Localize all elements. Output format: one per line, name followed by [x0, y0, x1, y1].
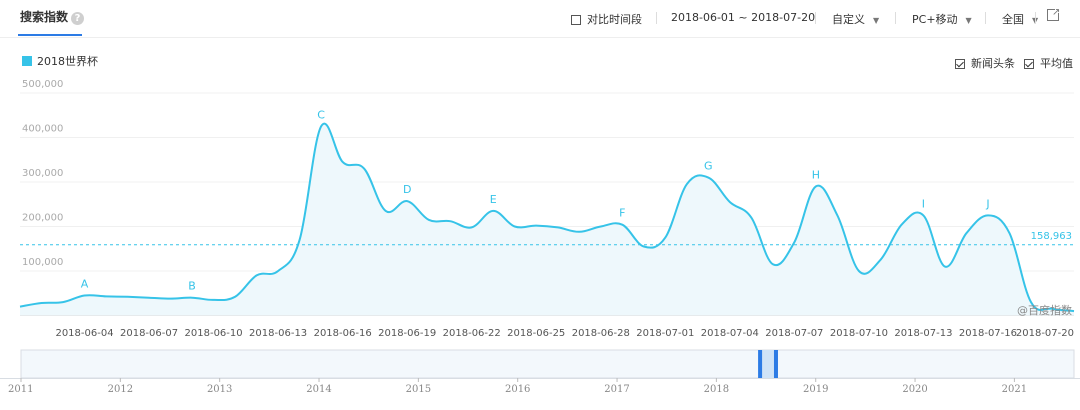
chevron-down-icon: ▼ — [965, 16, 972, 25]
x-tick-label: 2018-06-22 — [443, 328, 501, 339]
annotation-j: J — [985, 197, 989, 210]
x-tick-label: 2018-06-13 — [249, 328, 307, 339]
annotation-g: G — [704, 160, 713, 173]
x-tick-label: 2018-07-04 — [701, 328, 759, 339]
average-label: 平均值 — [1040, 57, 1073, 70]
active-tab-indicator — [18, 34, 82, 36]
series-area — [20, 123, 1074, 316]
series-line — [19, 122, 1075, 313]
navigator-selection — [760, 350, 776, 378]
x-tick-label: 2018-06-10 — [185, 328, 243, 339]
page-title: 搜索指数 — [20, 10, 69, 24]
navigator-year-label: 2012 — [108, 384, 133, 395]
separator — [985, 12, 986, 24]
annotation-e: E — [490, 193, 497, 206]
x-tick-label: 2018-07-16 — [959, 328, 1017, 339]
chevron-down-icon: ▼ — [873, 16, 880, 25]
average-value-label: 158,963 — [1031, 231, 1072, 242]
navigator-handle-left — [758, 350, 763, 378]
compare-period-toggle[interactable]: 对比时间段 — [571, 11, 642, 27]
compare-checkbox[interactable] — [571, 15, 581, 25]
news-toggle[interactable]: 新闻头条 — [955, 55, 1015, 71]
x-tick-label: 2018-07-10 — [830, 328, 888, 339]
x-tick-label: 2018-06-16 — [314, 328, 372, 339]
compare-label: 对比时间段 — [587, 13, 642, 26]
annotation-a: A — [81, 277, 89, 290]
navigator-year-label: 2019 — [803, 384, 828, 395]
x-tick-label: 2018-07-07 — [765, 328, 823, 339]
header-divider — [0, 37, 1080, 38]
news-checkbox[interactable] — [955, 59, 965, 69]
average-checkbox[interactable] — [1024, 59, 1034, 69]
y-tick-label: 100,000 — [22, 257, 63, 268]
device-label: PC+移动 — [912, 13, 958, 26]
date-range[interactable]: 2018-06-01 ~ 2018-07-20 — [671, 11, 816, 24]
annotation-i: I — [922, 197, 925, 210]
navigator-year-label: 2011 — [8, 384, 33, 395]
x-tick-label: 2018-06-04 — [55, 328, 113, 339]
device-dropdown[interactable]: PC+移动 ▼ — [912, 11, 972, 27]
x-tick-label: 2018-07-01 — [636, 328, 694, 339]
navigator-year-label: 2014 — [306, 384, 331, 395]
navigator-year-label: 2020 — [902, 384, 927, 395]
x-tick-label: 2018-06-19 — [378, 328, 436, 339]
separator — [815, 12, 816, 24]
region-label: 全国 — [1002, 13, 1024, 26]
legend-swatch — [22, 56, 32, 66]
news-label: 新闻头条 — [971, 57, 1015, 70]
watermark: @百度指数 — [1017, 304, 1072, 317]
x-tick-label: 2018-07-13 — [894, 328, 952, 339]
custom-label: 自定义 — [832, 13, 865, 26]
y-tick-label: 500,000 — [22, 79, 63, 90]
separator — [895, 12, 896, 24]
navigator-year-label: 2017 — [604, 384, 629, 395]
question-circle-icon[interactable]: ? — [71, 12, 84, 25]
external-link-arrow-icon: ↗ — [1052, 7, 1061, 18]
legend-item[interactable]: 2018世界杯 — [22, 53, 98, 69]
navigator-year-label: 2013 — [207, 384, 232, 395]
custom-date-dropdown[interactable]: 自定义 ▼ — [832, 11, 879, 27]
x-tick-label: 2018-06-28 — [572, 328, 630, 339]
legend-label: 2018世界杯 — [37, 55, 98, 68]
x-tick-label: 2018-07-20 — [1016, 328, 1074, 339]
navigator-year-label: 2015 — [406, 384, 431, 395]
y-tick-label: 300,000 — [22, 168, 63, 179]
x-tick-label: 2018-06-07 — [120, 328, 178, 339]
navigator-handle-right — [773, 350, 778, 378]
average-toggle[interactable]: 平均值 — [1024, 55, 1073, 71]
annotation-d: D — [403, 183, 411, 196]
navigator-year-label: 2018 — [704, 384, 729, 395]
annotation-c: C — [317, 108, 325, 121]
annotation-b: B — [188, 280, 196, 293]
navigator-track — [20, 349, 1075, 379]
annotation-f: F — [619, 207, 625, 220]
navigator-year-label: 2016 — [505, 384, 530, 395]
separator — [1035, 12, 1036, 24]
separator — [656, 12, 657, 24]
y-tick-label: 200,000 — [22, 213, 63, 224]
y-tick-label: 400,000 — [22, 124, 63, 135]
navigator-year-label: 2021 — [1002, 384, 1027, 395]
x-tick-label: 2018-06-25 — [507, 328, 565, 339]
external-link-icon[interactable] — [1047, 7, 1061, 21]
annotation-h: H — [812, 168, 820, 181]
